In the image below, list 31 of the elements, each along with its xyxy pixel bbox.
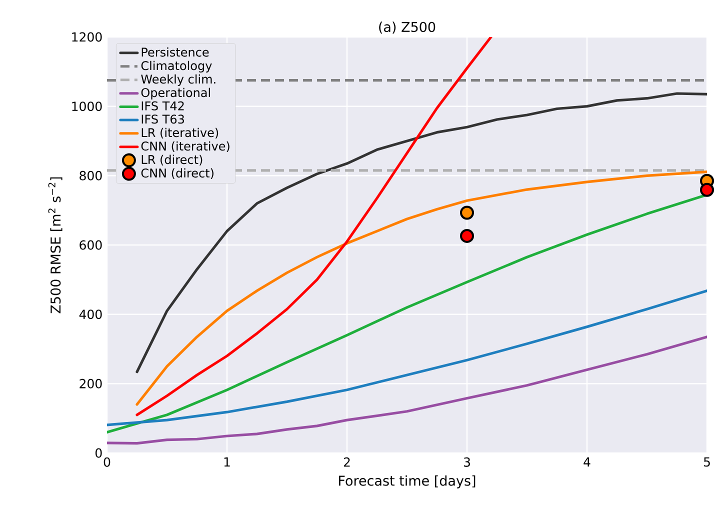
legend-label: IFS T42: [142, 101, 184, 110]
x-tick-label: 0: [104, 457, 110, 467]
point: [460, 206, 474, 220]
point: [700, 182, 714, 197]
x-tick-label: 5: [704, 457, 710, 467]
legend-label: LR (iterative): [142, 128, 218, 139]
x-axis-title: Forecast time [days]: [339, 475, 476, 488]
legend-label: Persistence: [142, 47, 209, 57]
y-tick-label: 1200: [72, 32, 102, 42]
legend-label: CNN (direct): [141, 168, 214, 179]
line-series: [107, 289, 708, 426]
line-series: [107, 336, 708, 445]
point: [460, 228, 474, 243]
legend-label: LR (direct): [142, 154, 202, 166]
y-tick-label: 0: [96, 448, 102, 458]
y-tick-label: 800: [80, 170, 102, 180]
x-tick-label: 2: [344, 457, 350, 467]
legend-label: CNN (iterative): [141, 141, 230, 152]
legend-label: Climatology: [141, 60, 212, 73]
y-tick-label: 1000: [72, 102, 102, 112]
y-tick-label: 400: [79, 310, 102, 320]
chart-title: (a) Z500: [379, 22, 436, 34]
y-tick-label: 200: [80, 378, 102, 388]
legend-label: IFS T63: [142, 114, 184, 124]
x-tick-label: 4: [584, 457, 590, 466]
x-tick-label: 3: [464, 457, 470, 467]
legend-label: Weekly clim.: [141, 74, 216, 86]
y-axis-title: Z500 RMSE [m$^{2}$ s$^{−2}$]: [48, 177, 62, 314]
y-tick-label: 600: [80, 240, 102, 250]
legend-label: Operational: [141, 88, 210, 100]
x-tick-label: 1: [224, 457, 230, 466]
